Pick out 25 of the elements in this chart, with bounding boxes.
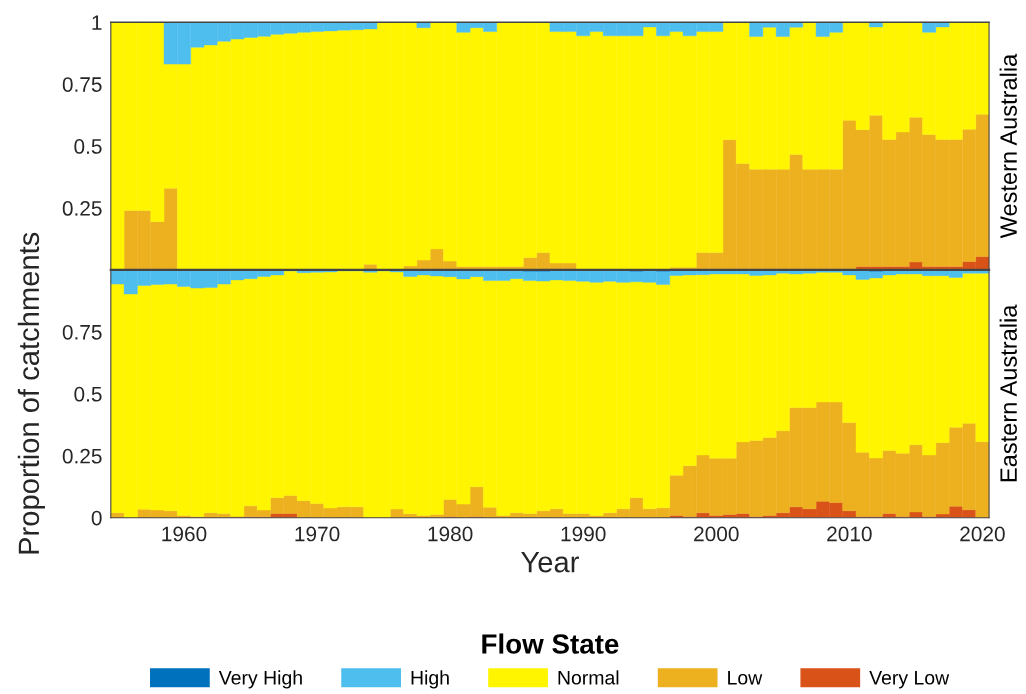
legend-label: High (411, 670, 449, 689)
y-tick-label: 0.25 (62, 201, 102, 216)
y-axis-title: Proportion of catchments (17, 232, 45, 554)
y-tick-label: 0.75 (62, 324, 102, 340)
y-tick-label: 0 (91, 510, 102, 526)
x-tick-label: 1980 (428, 526, 473, 542)
x-tick-label: 1970 (295, 526, 340, 542)
y-tick-label: 1 (92, 15, 102, 30)
x-tick-label: 1990 (561, 526, 606, 542)
legend-label: Very Low (869, 671, 950, 689)
y-tick-label: 0.25 (62, 448, 102, 464)
legend-title: Flow State (482, 633, 619, 654)
text: Western Australia (999, 53, 1017, 239)
x-tick-label: 2020 (960, 526, 1005, 542)
x-axis-title: Year (521, 552, 579, 573)
x-tick-label: 1960 (162, 526, 207, 542)
legend-label: Low (728, 671, 763, 685)
legend-label: Normal (558, 670, 619, 685)
legend-label: Very High (218, 670, 302, 689)
y-tick-label: 0.5 (74, 386, 102, 402)
y-tick-label: 0.75 (62, 77, 102, 92)
x-tick-label: 2000 (694, 526, 739, 542)
text: Eastern Australia (999, 304, 1017, 482)
x-tick-label: 2010 (827, 526, 872, 542)
y-tick-label: 0.5 (74, 139, 102, 154)
